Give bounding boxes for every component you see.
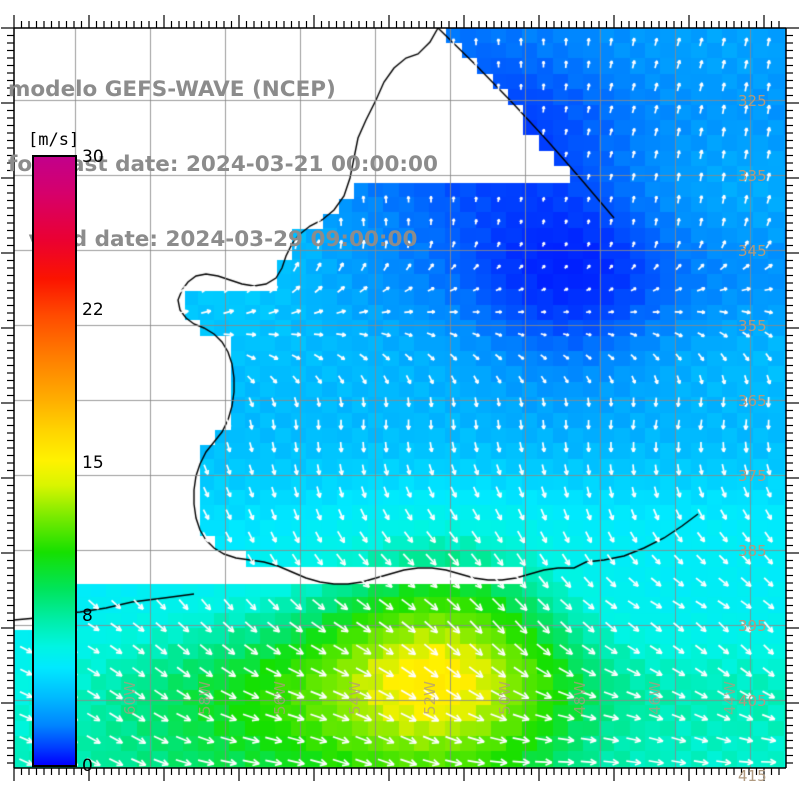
wind-field-canvas[interactable] [14,28,786,768]
colorbar-tick-15: 15 [82,453,104,473]
colorbar-unit-label: [m/s] [28,130,80,150]
model-title: modelo GEFS-WAVE (NCEP) [8,77,336,102]
colorbar-tick-0: 0 [82,756,93,776]
colorbar-tick-22: 22 [82,300,104,320]
map-plot-area[interactable] [14,28,786,768]
colorbar-tick-8: 8 [82,606,93,626]
forecast-date: forecast date: 2024-03-21 00:00:00 [8,152,438,177]
colorbar-tick-30: 30 [82,147,104,167]
colorbar [32,155,77,767]
